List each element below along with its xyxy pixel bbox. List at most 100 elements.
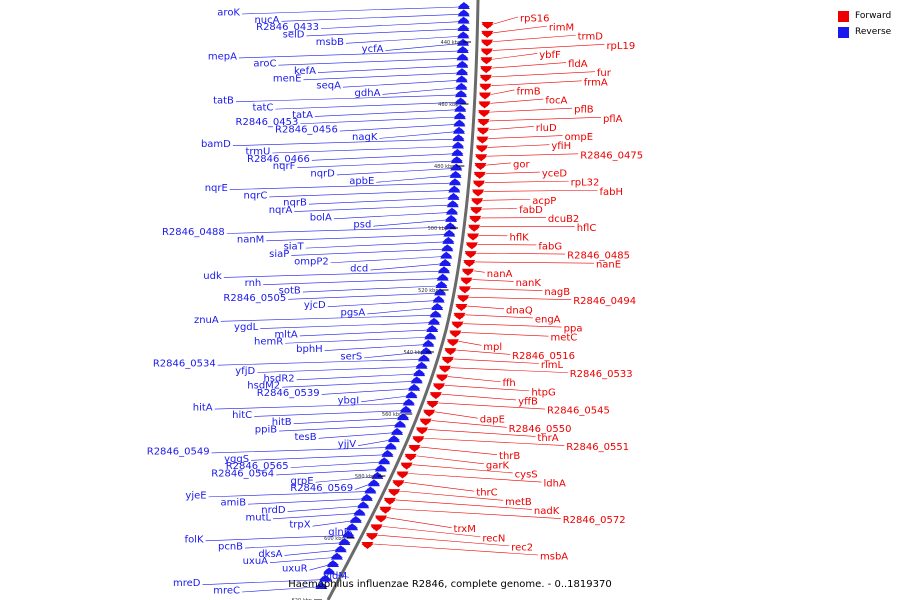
leader-line <box>238 50 459 59</box>
tick-label: 580 kbp <box>355 474 375 480</box>
gene-label-reverse: nqrA <box>269 205 293 216</box>
gene-label-reverse: menE <box>273 73 302 84</box>
forward-gene-arrow <box>404 455 417 461</box>
gene-label-reverse: nqrE <box>205 183 228 194</box>
leader-line <box>476 252 566 255</box>
gene-label-reverse: nqrC <box>244 190 268 201</box>
reverse-gene-arrow <box>349 515 362 521</box>
leader-line <box>279 425 397 432</box>
reverse-gene-arrow <box>410 376 423 382</box>
leader-line <box>287 505 360 512</box>
gene-label-forward: ffh <box>503 378 516 389</box>
gene-label-forward: dapE <box>480 415 505 426</box>
gene-label-forward: R2846_0475 <box>580 150 643 161</box>
forward-gene-arrow <box>412 438 425 444</box>
leader-line <box>290 461 381 468</box>
leader-line <box>373 543 539 556</box>
gene-label-reverse: hitA <box>193 403 213 414</box>
forward-gene-arrow <box>478 103 491 109</box>
reverse-gene-arrow <box>439 258 452 264</box>
leader-line <box>321 388 411 395</box>
reverse-gene-arrow <box>456 68 469 74</box>
leader-line <box>275 102 457 110</box>
leader-line <box>336 168 453 176</box>
legend-item-forward: Forward <box>838 8 891 24</box>
reverse-gene-arrow <box>384 442 397 448</box>
reverse-gene-arrow <box>408 383 421 389</box>
reverse-gene-arrow <box>457 24 470 30</box>
reverse-gene-arrow <box>435 280 448 286</box>
gene-label-reverse: grpE <box>290 476 313 487</box>
forward-gene-arrow <box>479 85 492 91</box>
gene-label-forward: dnaQ <box>506 305 533 316</box>
gene-label-reverse: kefA <box>294 66 316 77</box>
leader-line <box>297 160 453 168</box>
forward-gene-arrow <box>375 517 388 523</box>
gene-label-forward: trxM <box>454 524 476 535</box>
gene-label-reverse: yjdM <box>323 571 347 582</box>
leader-line <box>223 271 440 278</box>
gene-label-reverse: R2846_0549 <box>147 446 210 457</box>
leader-line <box>333 212 448 220</box>
reverse-gene-arrow <box>397 413 410 419</box>
leader-line <box>272 146 454 154</box>
leader-line <box>484 180 569 183</box>
reverse-gene-arrow <box>445 207 458 213</box>
leader-line <box>245 542 341 549</box>
gene-label-reverse: tatC <box>252 103 273 114</box>
forward-gene-arrow <box>480 50 493 56</box>
forward-gene-arrow <box>476 138 489 144</box>
reverse-gene-arrow <box>330 552 343 558</box>
forward-gene-arrow <box>416 429 429 435</box>
leader-line <box>220 315 432 322</box>
gene-label-forward: hflK <box>510 232 530 243</box>
leader-line <box>293 417 400 425</box>
gene-label-reverse: folK <box>185 534 204 545</box>
forward-gene-arrow <box>481 24 494 29</box>
tick-label: 480 kbp <box>434 164 454 170</box>
leader-line <box>386 517 452 528</box>
gene-label-forward: fabG <box>538 241 562 252</box>
gene-features <box>315 2 494 589</box>
gene-label-forward: fabH <box>599 187 623 198</box>
label-leaders <box>202 6 605 593</box>
gene-label-forward: fur <box>597 68 612 79</box>
reverse-gene-arrow <box>432 295 445 301</box>
reverse-gene-arrow <box>323 567 336 573</box>
gene-label-reverse: gdhA <box>355 88 381 99</box>
reverse-gene-arrow <box>394 420 407 426</box>
forward-gene-arrow <box>477 129 490 135</box>
forward-gene-arrow <box>465 244 478 250</box>
gene-label-reverse: R2846_0488 <box>162 227 225 238</box>
tick-label: 560 kbp <box>382 412 402 418</box>
reverse-gene-arrow <box>456 53 469 59</box>
leader-line <box>467 305 505 310</box>
leader-line <box>241 6 460 15</box>
gene-label-reverse: nqrF <box>273 161 296 172</box>
gene-label-reverse: glnE <box>328 527 350 538</box>
gene-label-forward: nagB <box>544 287 570 298</box>
gene-label-reverse: nagK <box>352 132 378 143</box>
gene-label-forward: nadK <box>534 506 560 517</box>
gene-label-reverse: trmU <box>245 147 270 158</box>
leader-line <box>299 329 429 337</box>
leader-line <box>469 296 572 300</box>
gene-label-forward: ppa <box>564 324 583 335</box>
leader-line <box>485 171 540 175</box>
leader-line <box>269 190 451 198</box>
gene-label-reverse: ygdL <box>234 322 259 333</box>
gene-label-reverse: ybgI <box>338 395 360 406</box>
leader-line <box>257 366 418 373</box>
leader-line <box>428 429 536 437</box>
forward-gene-arrow <box>383 499 396 505</box>
gene-label-reverse: udk <box>203 271 222 282</box>
forward-gene-arrow <box>474 165 487 171</box>
leader-line <box>492 62 567 69</box>
reverse-gene-arrow <box>399 405 412 411</box>
gene-label-forward: nanE <box>596 260 621 271</box>
forward-gene-arrow <box>441 358 454 364</box>
forward-gene-arrow <box>475 156 488 162</box>
forward-gene-arrow <box>479 94 492 100</box>
gene-label-reverse: pgsA <box>340 307 365 318</box>
reverse-gene-arrow <box>446 200 459 206</box>
